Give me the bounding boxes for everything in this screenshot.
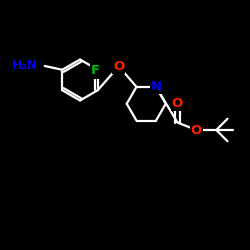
Text: O: O <box>113 60 124 73</box>
Text: H₂N: H₂N <box>12 59 38 72</box>
Text: O: O <box>191 124 202 136</box>
Text: N: N <box>151 80 162 93</box>
Text: O: O <box>172 97 183 110</box>
Text: F: F <box>91 64 100 78</box>
